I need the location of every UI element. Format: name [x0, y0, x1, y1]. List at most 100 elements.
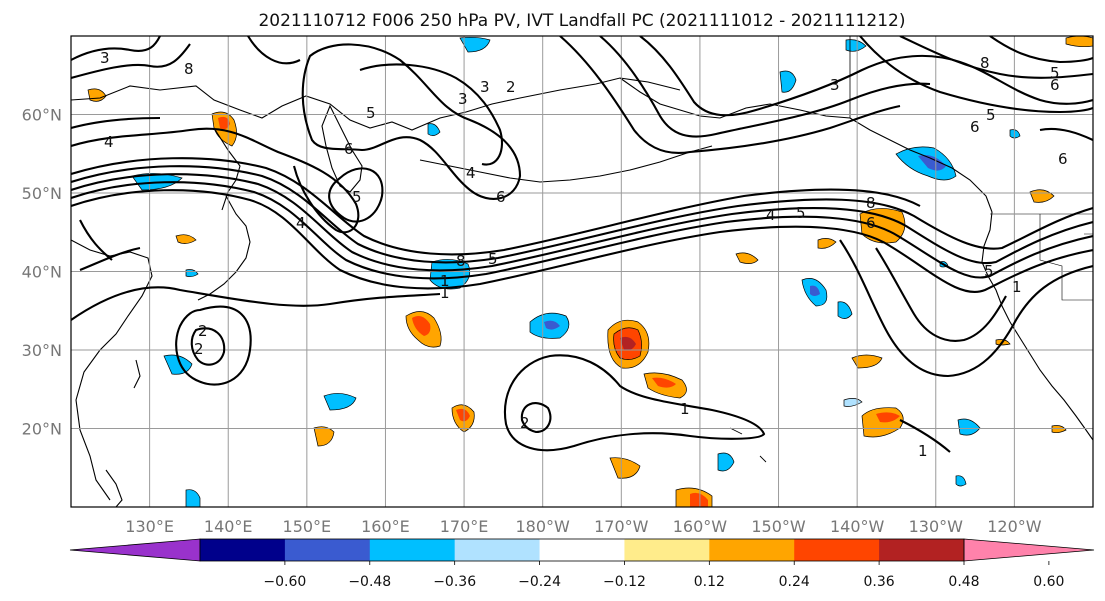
coastline-north-america — [981, 211, 1093, 441]
pv-contour — [520, 402, 552, 434]
contour-label: 8 — [980, 54, 990, 72]
contour-label: 4 — [104, 133, 114, 151]
contour-label: 6 — [1050, 76, 1060, 94]
colorbar-cell — [454, 539, 541, 561]
colorbar-cell — [200, 539, 286, 561]
pv-contour — [71, 181, 1093, 280]
latitude-tick-label: 40°N — [22, 263, 62, 282]
ivt-positive-region — [851, 354, 883, 369]
longitude-tick-label: 160°E — [361, 517, 410, 536]
map-panel: 3 8 4 4 5 3 6 5 2 4 5 8 2 6 1 2 3 1 4 5 — [70, 35, 1094, 508]
longitude-tick-label: 180°W — [516, 517, 571, 536]
contour-label: 5 — [984, 262, 994, 280]
contour-label: 5 — [366, 104, 376, 122]
pv-contour — [1039, 127, 1093, 141]
longitude-tick-label: 170°W — [594, 517, 649, 536]
colorbar-cell — [879, 539, 965, 561]
contour-label: 3 — [480, 78, 490, 96]
longitude-tick-label: 120°W — [987, 517, 1042, 536]
pv-contour — [71, 189, 1093, 293]
latitude-tick-label: 30°N — [22, 341, 62, 360]
colorbar-tick-label: −0.24 — [518, 574, 561, 590]
latitude-tick-label: 50°N — [22, 184, 62, 203]
pv-contour — [71, 43, 191, 80]
longitude-tick-label: 170°E — [440, 517, 489, 536]
coastline-asia — [71, 77, 681, 131]
colorbar-extend-low — [69, 538, 201, 562]
colorbar-frame — [199, 538, 965, 562]
colorbar-tick-label: 0.24 — [779, 574, 810, 590]
longitude-tick-label: 150°E — [283, 517, 332, 536]
pv-contour — [859, 36, 1093, 114]
ivt-negative-region — [427, 123, 441, 136]
map-frame — [70, 35, 1094, 508]
pv-contours — [71, 36, 1093, 453]
ivt-positive-max — [620, 336, 636, 351]
contour-label: 4 — [466, 164, 476, 182]
contour-label: 3 — [100, 49, 110, 67]
pv-contour — [71, 165, 1093, 264]
ivt-negative-region — [323, 393, 357, 411]
contour-label: 1 — [440, 272, 450, 290]
contour-label: 5 — [1050, 64, 1060, 82]
contour-label: 8 — [866, 194, 876, 212]
colorbar-tick-label: −0.48 — [348, 574, 391, 590]
contour-label: 4 — [296, 214, 306, 232]
colorbar-tick-label: 0.60 — [1033, 574, 1064, 590]
contour-label: 6 — [970, 118, 980, 136]
pv-contour — [71, 173, 1093, 272]
pv-contour — [71, 286, 441, 321]
pv-contour — [247, 36, 301, 65]
pv-contour — [190, 327, 226, 366]
latitude-tick-label: 60°N — [22, 106, 62, 125]
latitude-tick-labels: 60°N 50°N 40°N 30°N 20°N — [22, 106, 62, 439]
ivt-positive-region — [735, 252, 759, 264]
contour-label: 8 — [456, 252, 466, 270]
colorbar-tick-label: 0.12 — [694, 574, 725, 590]
ivt-positive-region — [1065, 36, 1093, 48]
contour-label: 2 — [198, 322, 208, 340]
ivt-positive-region — [817, 238, 837, 249]
pv-contour — [175, 305, 252, 386]
contour-label: 1 — [440, 284, 450, 302]
pv-contour-labels: 3 8 4 4 5 3 6 5 2 4 5 8 2 6 1 2 3 1 4 5 — [100, 49, 1068, 460]
longitude-tick-labels: 130°E 140°E 150°E 160°E 170°E 180°W 170°W 160°W… — [125, 517, 1041, 536]
ivt-positive-region — [313, 426, 335, 447]
contour-label: 1 — [918, 442, 928, 460]
colorbar-tick-label: −0.60 — [263, 574, 306, 590]
pv-contour — [79, 219, 113, 261]
pv-contour — [359, 63, 504, 166]
colorbar-cell — [369, 539, 456, 561]
contour-label: 5 — [796, 204, 806, 222]
longitude-tick-label: 150°W — [751, 517, 806, 536]
colorbar-cell — [794, 539, 880, 561]
ivt-negative-region — [459, 36, 491, 53]
contour-label: 2 — [194, 340, 204, 358]
latitude-tick-label: 20°N — [22, 420, 62, 439]
ivt-negative-region — [185, 489, 201, 507]
ivt-negative-region — [955, 475, 967, 487]
pv-contour — [559, 36, 901, 154]
contour-label: 2 — [506, 78, 516, 96]
ivt-negative-region — [779, 70, 797, 93]
contour-label: 1 — [680, 400, 690, 418]
contour-label: 2 — [520, 414, 530, 432]
contour-label: 4 — [766, 206, 776, 224]
colorbar-tick-label: −0.36 — [433, 574, 476, 590]
contour-label: 5 — [488, 250, 498, 268]
ivt-negative-region — [837, 301, 853, 319]
pv-contour — [503, 354, 766, 452]
ivt-negative-region — [429, 259, 471, 290]
pv-contour — [639, 36, 1093, 117]
contour-label: 6 — [496, 188, 506, 206]
contour-label: 8 — [184, 60, 194, 78]
coastlines — [71, 36, 1093, 507]
ivt-positive-core — [412, 316, 431, 336]
longitude-tick-label: 140°E — [204, 517, 253, 536]
coastline-taiwan-philippines — [105, 359, 141, 507]
ivt-negative-core — [810, 285, 820, 296]
colorbar-tick-label: −0.12 — [603, 574, 646, 590]
pv-contour — [328, 167, 384, 223]
contour-label: 3 — [830, 76, 840, 94]
pv-contour — [875, 247, 1007, 342]
